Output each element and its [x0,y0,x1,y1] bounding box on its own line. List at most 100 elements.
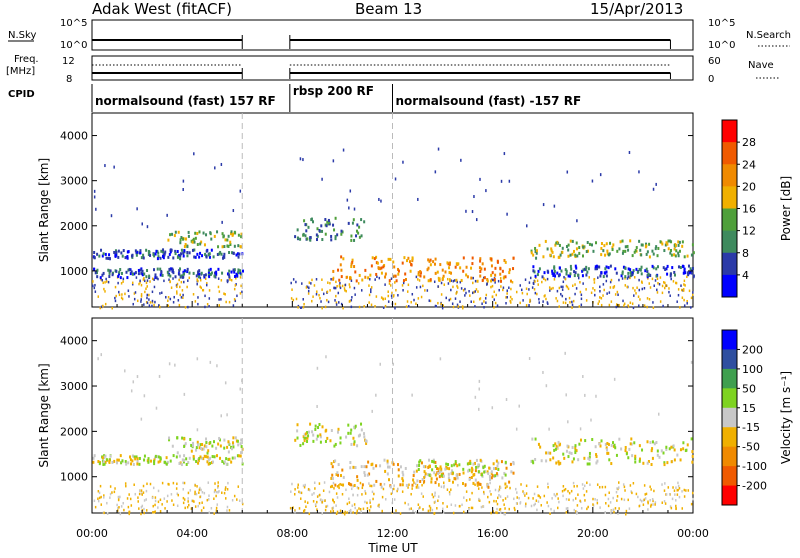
y-axis-label: Slant Range [km] [37,363,51,467]
echo-cell [185,462,188,466]
noise-cell [571,300,573,304]
noise-cell [670,277,672,281]
noise-cell [234,284,237,287]
noise-cell [193,500,195,503]
noise-cell [616,487,618,490]
echo-cell [470,470,473,474]
noise-cell [192,293,195,296]
echo-cell [127,461,130,465]
echo-cell [165,462,168,466]
sparse-cell [528,357,531,361]
noise-cell [434,491,436,495]
noise-cell [402,289,404,292]
noise-cell [305,286,308,289]
noise-cell [478,499,481,502]
noise-cell [413,481,415,484]
echo-cell [438,469,441,473]
noise-cell [482,490,485,494]
noise-cell [97,497,99,501]
echo-cell [312,439,315,443]
echo-cell [209,272,212,276]
sparse-cell [132,380,135,384]
echo-cell [99,276,102,280]
echo-cell [679,458,682,462]
echo-cell [448,279,451,283]
echo-cell [403,256,406,260]
noise-cell [621,277,624,280]
echo-cell [305,229,308,233]
noise-cell [456,284,458,288]
echo-cell [312,220,315,224]
echo-cell [201,447,204,451]
noise-cell [241,502,244,506]
noise-cell [499,507,502,511]
noise-cell [638,278,640,282]
echo-cell [594,267,597,271]
noise-cell [328,490,331,494]
echo-cell [126,276,129,280]
echo-cell [341,230,344,234]
noise-cell [199,495,201,499]
echo-cell [319,433,322,437]
noise-cell [465,291,467,295]
noise-cell [307,289,310,293]
echo-cell [657,246,660,250]
echo-cell [380,485,383,489]
echo-cell [651,447,654,451]
echo-cell [214,275,217,279]
noise-cell [290,281,292,285]
noise-cell [456,286,459,289]
noise-cell [333,487,335,490]
echo-cell [543,271,546,275]
noise-cell [657,282,659,285]
noise-cell [394,281,396,284]
noise-cell [121,297,124,301]
noise-cell [221,491,223,495]
echo-cell [240,235,243,239]
echo-cell [176,451,179,455]
echo-cell [101,254,104,258]
echo-cell [98,462,101,466]
noise-cell [329,485,332,489]
echo-cell [662,451,665,455]
noise-cell [615,305,618,309]
noise-cell [350,279,353,282]
sparse-cell [220,414,222,418]
noise-cell [558,500,560,504]
noise-cell [599,506,601,509]
echo-cell [392,462,395,466]
noise-cell [575,511,578,514]
noise-cell [410,300,412,304]
echo-cell [632,269,635,273]
noise-cell [114,296,116,300]
noise-cell [686,299,688,303]
noise-cell [140,512,142,516]
echo-cell [242,269,245,273]
noise-cell [433,512,435,515]
colorbar-swatch [722,349,737,370]
noise-cell [441,306,444,310]
echo-cell [145,248,148,252]
echo-cell [618,247,621,251]
echo-cell [611,246,614,250]
noise-cell [339,286,342,290]
noise-cell [452,511,455,515]
echo-cell [382,265,385,269]
echo-cell [92,460,95,464]
noise-cell [136,299,139,303]
echo-cell [130,462,133,466]
noise-cell [632,286,634,290]
noise-cell [194,505,197,508]
noise-cell [550,507,552,511]
echo-cell [492,467,495,471]
echo-cell [577,273,580,277]
noise-cell [653,489,655,493]
noise-cell [408,507,411,511]
echo-cell [467,469,470,473]
echo-cell [407,256,410,260]
noise-cell [456,280,458,284]
echo-cell [569,253,572,257]
noise-cell [370,286,373,289]
noise-cell [656,288,658,292]
echo-cell [659,240,662,244]
